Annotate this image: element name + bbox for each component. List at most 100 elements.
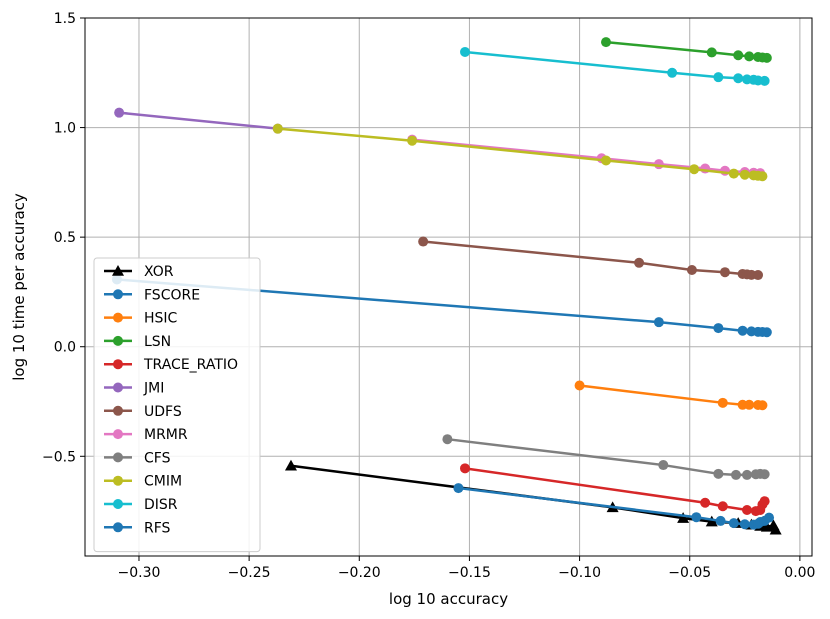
data-point-lsn	[744, 51, 755, 62]
data-point-xor	[769, 523, 782, 535]
data-point-fscore	[761, 327, 772, 338]
data-point-trace-ratio	[717, 501, 728, 512]
legend-swatch-marker	[113, 312, 123, 323]
data-point-rfs	[739, 519, 750, 530]
data-point-rfs	[764, 512, 775, 523]
series-line-jmi	[119, 111, 278, 130]
data-point-jmi	[114, 107, 125, 118]
legend-item-cmim: CMIM	[104, 474, 182, 490]
legend-box	[93, 257, 261, 553]
data-point-hsic	[757, 400, 768, 411]
ticks: −0.30 −0.25 −0.20 −0.15 −0.10 −0.05 0.00 −0.5 0.…	[42, 11, 815, 581]
data-point-fscore	[653, 317, 664, 328]
legend-item-hsic: HSIC	[104, 311, 178, 327]
data-point-udfs	[686, 265, 697, 276]
series-fscore	[111, 274, 772, 338]
data-point-cfs	[759, 469, 770, 480]
legend-item-mrmr: MRMR	[104, 427, 188, 443]
legend-item-fscore: FSCORE	[104, 287, 200, 303]
legend-label: XOR	[144, 264, 174, 280]
legend-swatch-marker	[113, 289, 123, 300]
data-point-disr	[460, 46, 471, 57]
data-point-fscore	[737, 325, 748, 336]
legend-label: FSCORE	[144, 287, 200, 303]
legend-item-trace-ratio: TRACE_RATIO	[104, 357, 238, 373]
series-disr	[460, 46, 770, 86]
series-cmim	[272, 123, 768, 182]
data-point-cmim	[689, 164, 700, 175]
data-point-trace-ratio	[759, 496, 770, 507]
legend-swatch-marker	[112, 265, 124, 276]
legend-item-xor: XOR	[104, 264, 174, 280]
data-point-cmim	[757, 171, 768, 182]
data-point-disr	[759, 75, 770, 86]
legend-label: RFS	[144, 520, 171, 536]
data-point-rfs	[453, 483, 464, 494]
legend-item-jmi: JMI	[104, 381, 164, 397]
y-tick-label: 0.5	[54, 230, 76, 246]
x-tick-label: −0.10	[558, 565, 601, 581]
data-point-cfs	[742, 469, 753, 480]
data-point-cmim	[728, 168, 739, 179]
data-point-rfs	[715, 515, 726, 526]
data-point-cmim	[272, 123, 283, 134]
x-tick-label: −0.20	[338, 565, 381, 581]
data-point-udfs	[753, 270, 764, 281]
data-point-cfs	[658, 460, 669, 471]
legend-label: TRACE_RATIO	[143, 357, 238, 373]
data-point-lsn	[733, 50, 744, 61]
data-point-cfs	[442, 434, 453, 445]
data-point-lsn	[601, 37, 612, 48]
legend-swatch-marker	[113, 405, 123, 416]
data-point-udfs	[634, 257, 645, 268]
y-axis-label: log 10 time per accuracy	[10, 193, 28, 381]
data-point-cmim	[407, 135, 418, 146]
data-point-fscore	[713, 323, 724, 334]
data-point-disr	[713, 72, 724, 83]
data-point-lsn	[761, 52, 772, 63]
x-tick-label: −0.25	[228, 565, 271, 581]
series-rfs	[453, 483, 775, 530]
data-point-disr	[733, 73, 744, 84]
x-tick-label: −0.05	[668, 565, 711, 581]
data-point-rfs	[691, 512, 702, 523]
x-tick-label: −0.15	[448, 565, 491, 581]
data-point-trace-ratio	[700, 497, 711, 508]
legend-swatch-marker	[113, 382, 123, 393]
y-tick-label: 0.0	[54, 340, 76, 356]
legend-swatch-marker	[113, 335, 123, 346]
legend-item-cfs: CFS	[104, 450, 171, 466]
data-point-xor	[677, 512, 690, 523]
legend-item-lsn: LSN	[104, 334, 171, 350]
legend-label: JMI	[143, 381, 164, 397]
data-point-hsic	[574, 380, 585, 391]
series-lsn	[601, 37, 772, 63]
legend-label: CMIM	[144, 474, 182, 490]
data-point-trace-ratio	[742, 504, 753, 515]
legend-item-rfs: RFS	[104, 520, 171, 536]
data-point-cmim	[739, 169, 750, 180]
legend-swatch-marker	[113, 359, 123, 370]
x-tick-label: −0.30	[118, 565, 161, 581]
legend-swatch-marker	[113, 429, 123, 440]
data-point-cmim	[601, 155, 612, 166]
legend-item-udfs: UDFS	[104, 404, 182, 420]
data-point-disr	[667, 67, 678, 78]
data-point-hsic	[744, 399, 755, 410]
series-trace-ratio	[460, 463, 770, 517]
legend-label: UDFS	[144, 404, 182, 420]
legend-label: DISR	[144, 497, 178, 513]
legend-swatch-marker	[113, 522, 123, 533]
legend-swatch-marker	[113, 475, 123, 486]
legend-item-disr: DISR	[104, 497, 178, 513]
y-tick-label: 1.5	[54, 11, 76, 27]
legend-label: HSIC	[144, 311, 178, 327]
data-point-xor	[284, 459, 297, 471]
y-tick-label: 1.0	[54, 121, 76, 137]
series-hsic	[574, 380, 768, 411]
data-point-trace-ratio	[460, 463, 471, 474]
data-point-rfs	[728, 518, 739, 529]
data-point-hsic	[717, 397, 728, 408]
data-point-udfs	[719, 267, 730, 278]
